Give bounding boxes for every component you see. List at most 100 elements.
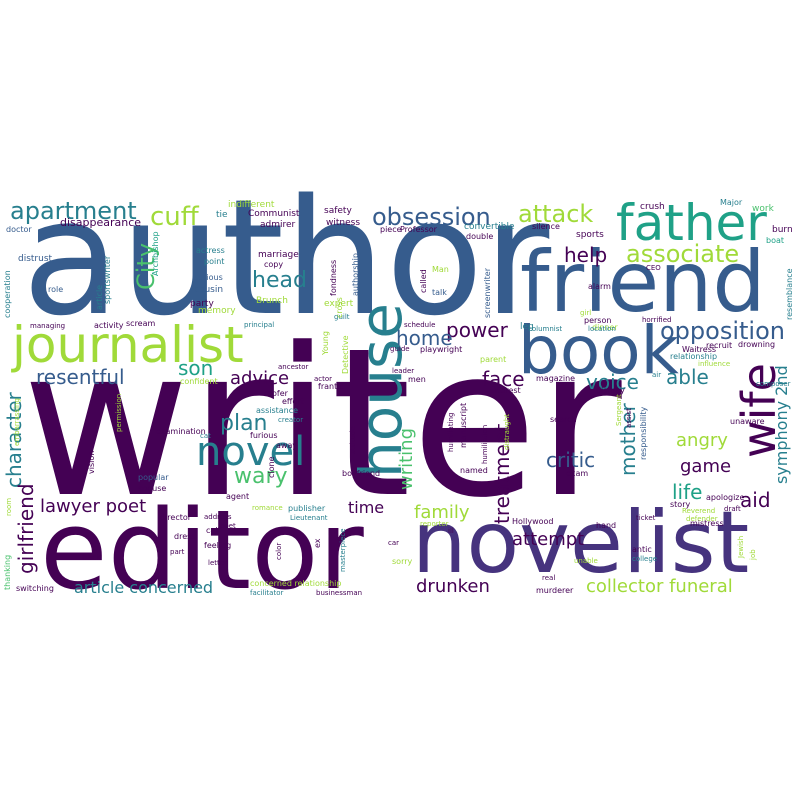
word-friend: friend xyxy=(520,233,766,331)
word-game: game xyxy=(680,456,732,477)
word-humiliating: humiliating xyxy=(447,412,455,452)
word-furious: furious xyxy=(250,431,278,440)
word-creator: creator xyxy=(278,416,304,424)
word-composer: composer xyxy=(756,380,791,388)
word-columnist: columnist xyxy=(528,325,563,333)
word-Archbishop: Archbishop xyxy=(151,231,160,276)
word-humiliation: humiliation xyxy=(481,424,489,464)
word-serious: serious xyxy=(194,273,223,282)
word-able: able xyxy=(666,365,709,389)
word-collector-funeral: collector funeral xyxy=(586,576,733,597)
word-masterpiece: masterpiece xyxy=(339,528,347,572)
word-editor: editor xyxy=(40,486,364,614)
word-actor: actor xyxy=(314,375,333,383)
word-girl: girl xyxy=(580,309,592,317)
word-relationship: relationship xyxy=(670,352,718,361)
word-apartment: apartment xyxy=(10,197,137,225)
word-cousin: cousin xyxy=(194,285,224,295)
word-magazine: magazine xyxy=(536,374,576,383)
word-cat: cat xyxy=(200,432,211,440)
word-confident: confident xyxy=(180,377,218,386)
word-father: father xyxy=(616,194,767,252)
word-book: book xyxy=(518,312,679,389)
word-burn: burn xyxy=(772,225,793,235)
word-Young: Young xyxy=(321,331,330,355)
word-publisher: publisher xyxy=(288,504,326,513)
word-copy: copy xyxy=(264,260,284,269)
word-draft: draft xyxy=(724,505,741,513)
word-double: double xyxy=(466,232,494,241)
word-thanking: thanking xyxy=(3,554,12,590)
word-indifferent: indifferent xyxy=(228,200,275,210)
word-murderer: murderer xyxy=(536,586,574,595)
word-critic: critic xyxy=(546,448,596,472)
word-back: back xyxy=(82,553,102,562)
word-journalist: journalist xyxy=(12,316,244,374)
word-recruit: recruit xyxy=(706,341,733,350)
word-examination: examination xyxy=(156,427,206,436)
word-attitude: attitude xyxy=(349,426,357,454)
word-obsession: obsession xyxy=(372,203,491,231)
word-real: real xyxy=(542,574,556,582)
word-guide: guide xyxy=(390,345,410,353)
word-aid: aid xyxy=(740,488,771,512)
word-roofer: roofer xyxy=(264,389,288,398)
word-clone: clone xyxy=(267,456,276,478)
word-son: son xyxy=(178,356,214,380)
word-concerned-relationship: concerned relationship xyxy=(250,579,342,588)
word-dinner: dinner xyxy=(592,323,618,332)
word-ticket: ticket xyxy=(636,514,656,522)
word-managing: managing xyxy=(30,322,66,330)
word-crush: crush xyxy=(640,202,665,212)
word-assist: assist xyxy=(625,408,633,428)
word-family: family xyxy=(414,502,470,523)
word-fondness: fondness xyxy=(329,259,338,296)
word-principal: principal xyxy=(244,321,275,329)
word-part: part xyxy=(170,548,185,556)
word-expert: expert xyxy=(324,299,354,309)
word-assistance: assistance xyxy=(256,406,299,415)
word-schedule: schedule xyxy=(404,321,436,329)
word-advice: advice xyxy=(230,368,290,389)
word-car: car xyxy=(388,539,400,547)
word-wary: wary xyxy=(234,464,288,489)
word-Brunch: Brunch xyxy=(256,296,288,306)
word-disappearance: disappearance xyxy=(60,216,142,229)
word-effort: effort xyxy=(282,397,304,406)
word-plan: plan xyxy=(220,411,268,436)
word-alarm: alarm xyxy=(588,282,611,291)
word-safety: safety xyxy=(324,206,352,216)
word-unaware: unaware xyxy=(730,417,765,426)
word-sorry: sorry xyxy=(392,557,413,566)
word-romance: romance xyxy=(252,504,283,512)
word-time: time xyxy=(348,498,385,517)
word-doctor: doctor xyxy=(6,225,32,234)
word-Professor: Professor xyxy=(400,225,437,234)
word-apologize: apologize xyxy=(706,493,745,502)
word-point: point xyxy=(204,257,225,266)
word-unable: unable xyxy=(574,557,598,565)
word-resentful: resentful xyxy=(36,365,125,389)
word-mistress: mistress xyxy=(690,519,724,528)
word-lawyer-poet: lawyer poet xyxy=(40,496,147,517)
word-call: call xyxy=(206,526,220,535)
word-actress: actress xyxy=(196,246,225,255)
word-Detective: Detective xyxy=(341,335,350,374)
word-poet: poet xyxy=(220,522,236,530)
word-air: air xyxy=(652,371,662,379)
word-playwright: playwright xyxy=(420,345,463,354)
word-named: named xyxy=(460,466,488,475)
word-guilt: guilt xyxy=(334,313,350,321)
word-novelist: novelist xyxy=(412,493,750,593)
word-screenwriter: screenwriter xyxy=(483,268,492,318)
word-head: head xyxy=(252,268,307,293)
word-ex: ex xyxy=(313,538,322,548)
word-role: role xyxy=(48,285,64,294)
word-exam: exam xyxy=(566,469,589,478)
word-angry: angry xyxy=(676,430,728,451)
word-boat: boat xyxy=(766,236,785,245)
word-Communist: Communist xyxy=(248,209,300,219)
word-job: job xyxy=(749,549,757,560)
word-cross: cross xyxy=(335,297,344,318)
word-girlfriend: girlfriend xyxy=(14,483,38,574)
